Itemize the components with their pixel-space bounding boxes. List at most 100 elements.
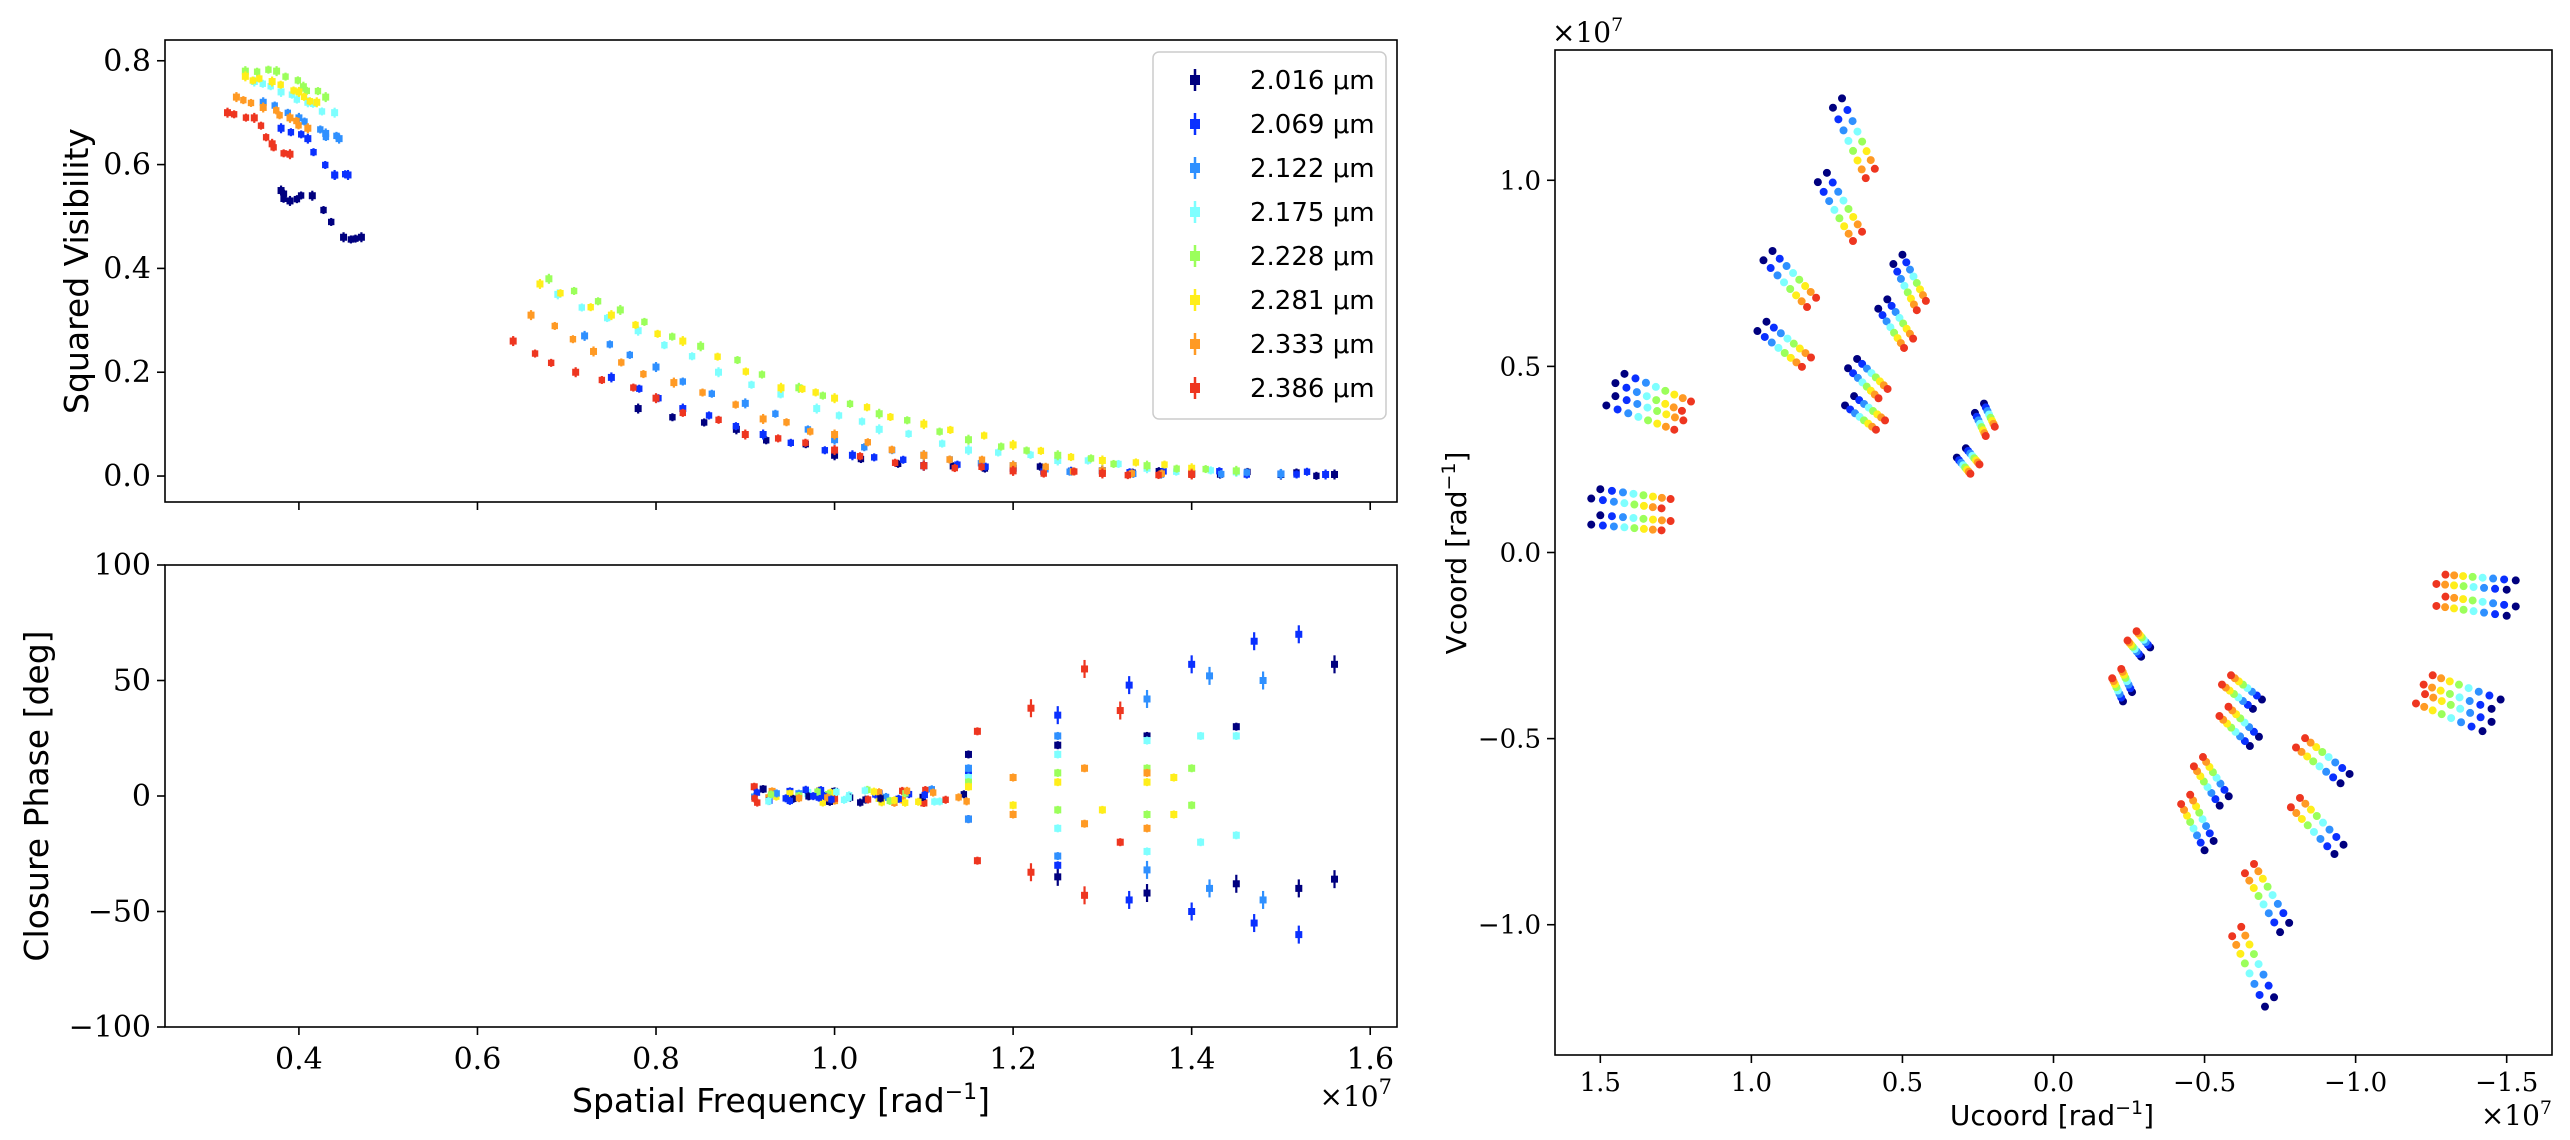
uv-point: [2478, 597, 2487, 606]
uv-point: [1666, 517, 1675, 526]
uv-point: [2240, 959, 2249, 968]
uv-point: [1648, 503, 1657, 512]
uv-point: [1966, 469, 1975, 478]
uv-point: [1786, 353, 1795, 362]
uv-point: [2254, 892, 2263, 901]
legend-entries: 2.016 μm 2.069 μm 2.122 μm 2.175 μm 2.228 μm…: [1190, 66, 1375, 404]
vis2-point: [314, 87, 322, 95]
uv-point: [2456, 704, 2465, 713]
vis2-point: [304, 135, 312, 143]
uv-point: [1620, 523, 1629, 532]
vis2-point: [598, 376, 606, 384]
uv-point: [1620, 369, 1629, 378]
vis2-point: [1303, 468, 1311, 475]
vis2-point: [636, 385, 643, 392]
vis2-point: [293, 195, 301, 203]
uv-point: [1900, 281, 1909, 290]
vis2-point: [634, 327, 642, 335]
uv-point: [1900, 343, 1909, 352]
uv-point: [1812, 293, 1821, 302]
uv-point: [1760, 332, 1769, 341]
uv-point: [2469, 583, 2478, 592]
uv-point: [2250, 979, 2259, 988]
uv-point: [1871, 425, 1880, 434]
cp-point: [1250, 919, 1258, 927]
legend-entry-label: 2.122 μm: [1250, 154, 1375, 184]
vis2-point: [875, 425, 883, 433]
vis2-point: [313, 98, 321, 106]
vis2-point: [774, 435, 782, 442]
uv-point: [1598, 496, 1607, 505]
vis2-point: [679, 378, 687, 385]
vis2-point: [947, 426, 954, 434]
uv-point: [2292, 743, 2301, 752]
vis2-point: [347, 236, 355, 243]
vis2-point: [1293, 471, 1300, 478]
uv-point: [2217, 680, 2226, 689]
vis2-point: [247, 99, 255, 107]
uv-point: [2432, 579, 2441, 588]
vis2-y-tick-label: 0.2: [103, 355, 151, 390]
cp-point: [1170, 774, 1178, 782]
vis2-point: [715, 416, 722, 424]
vis2-point: [357, 233, 365, 241]
uv-point: [2209, 836, 2218, 845]
vis2-point: [288, 91, 296, 98]
legend-marker: [1190, 251, 1200, 261]
uv-point: [1853, 156, 1862, 165]
vis2-point: [700, 419, 708, 426]
uv-point: [2195, 808, 2204, 817]
uv-point: [1782, 262, 1791, 271]
uv-point: [2196, 838, 2205, 847]
uv-point: [1844, 204, 1853, 213]
vis2-point: [268, 78, 276, 86]
cp-point: [1295, 630, 1303, 638]
cp-x-tick-label: 1.6: [1346, 1042, 1394, 1077]
uv-x-tick-label: 1.5: [1580, 1068, 1621, 1098]
legend-box: [1152, 51, 1387, 420]
vis2-point: [759, 415, 767, 423]
vis2-point: [641, 318, 648, 326]
uv-point: [1881, 416, 1890, 425]
cp-point: [786, 790, 794, 798]
cp-point: [964, 769, 972, 777]
cp-point: [754, 799, 761, 806]
cp-point: [877, 795, 884, 802]
uv-point: [1776, 329, 1785, 338]
vis2-point: [1009, 462, 1017, 470]
uv-point: [1801, 282, 1810, 291]
uv-point: [1670, 413, 1679, 422]
vis2-plot-frame: [164, 39, 1398, 503]
vis2-point: [223, 109, 231, 117]
uv-point: [2309, 827, 2318, 836]
cp-point: [1116, 707, 1124, 715]
uv-point: [1618, 488, 1627, 497]
uv-point: [1652, 396, 1661, 405]
cp-point: [1295, 931, 1303, 939]
vis2-point: [280, 190, 288, 197]
uv-point: [1797, 297, 1806, 306]
uv-point: [2502, 585, 2511, 594]
uv-point: [1909, 272, 1918, 281]
vis2-point: [270, 144, 277, 151]
vis2-point: [286, 114, 294, 122]
uv-point: [2491, 610, 2500, 619]
vis2-point: [900, 456, 907, 463]
uv-point: [2306, 805, 2315, 814]
uv-point: [1759, 256, 1768, 265]
uv-point: [1653, 407, 1662, 416]
uv-point: [2459, 572, 2468, 581]
vis2-point: [284, 109, 291, 117]
vis2-point: [249, 77, 256, 84]
vis2-point: [1098, 469, 1106, 477]
uv-point: [1622, 383, 1631, 392]
cp-point: [1188, 764, 1196, 772]
vis2-point: [333, 132, 340, 140]
vis2-point: [331, 109, 339, 117]
uv-point: [2270, 918, 2279, 927]
cp-point: [1081, 820, 1089, 828]
vis2-point: [1071, 468, 1078, 475]
uv-point: [1838, 94, 1847, 103]
uv-point: [1882, 317, 1891, 326]
uv-point: [2227, 671, 2236, 680]
